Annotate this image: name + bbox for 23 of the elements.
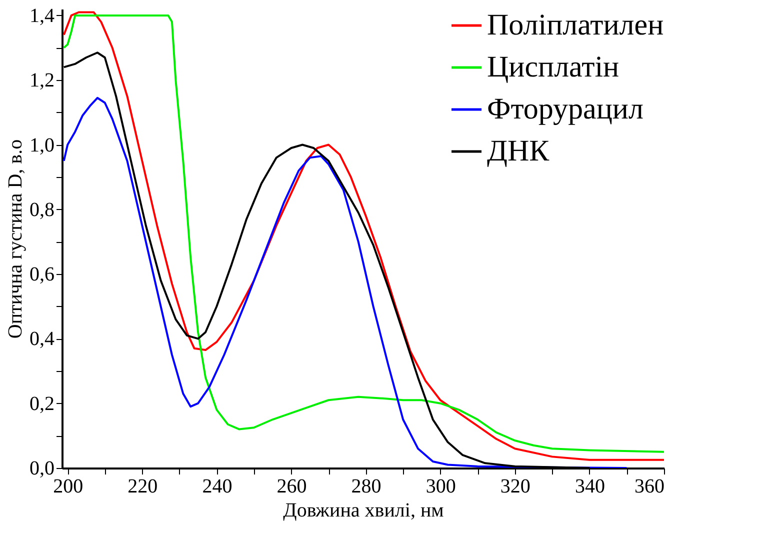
legend-label: Фторурацил <box>487 92 644 126</box>
y-tick-label: 1,0 <box>30 134 54 156</box>
y-tick-label: 1,2 <box>30 70 54 92</box>
x-tick-label: 200 <box>53 476 84 498</box>
legend-label: Цисплатін <box>487 50 620 84</box>
y-tick-label: 0,0 <box>30 458 54 480</box>
x-tick-label: 300 <box>426 476 456 498</box>
x-tick-label: 360 <box>634 476 664 498</box>
y-axis-title: Оптична густина D, в.о <box>4 139 26 339</box>
x-axis-title: Довжина хвилі, нм <box>283 500 444 522</box>
y-tick-label: 0,2 <box>30 392 54 415</box>
legend-label: Поліплатилен <box>487 8 664 42</box>
y-tick-label: 0,6 <box>30 264 54 286</box>
x-tick-label: 340 <box>574 476 605 498</box>
x-tick-label: 260 <box>276 476 307 498</box>
x-tick-label: 240 <box>202 476 232 498</box>
x-tick-label: 280 <box>351 476 382 498</box>
legend-label: ДНК <box>487 134 550 168</box>
y-tick-label: 1,4 <box>30 4 54 27</box>
x-tick-label: 220 <box>128 476 158 498</box>
y-tick-label: 0,8 <box>30 198 54 221</box>
y-tick-label: 0,4 <box>30 328 54 350</box>
x-tick-label: 320 <box>500 476 530 498</box>
